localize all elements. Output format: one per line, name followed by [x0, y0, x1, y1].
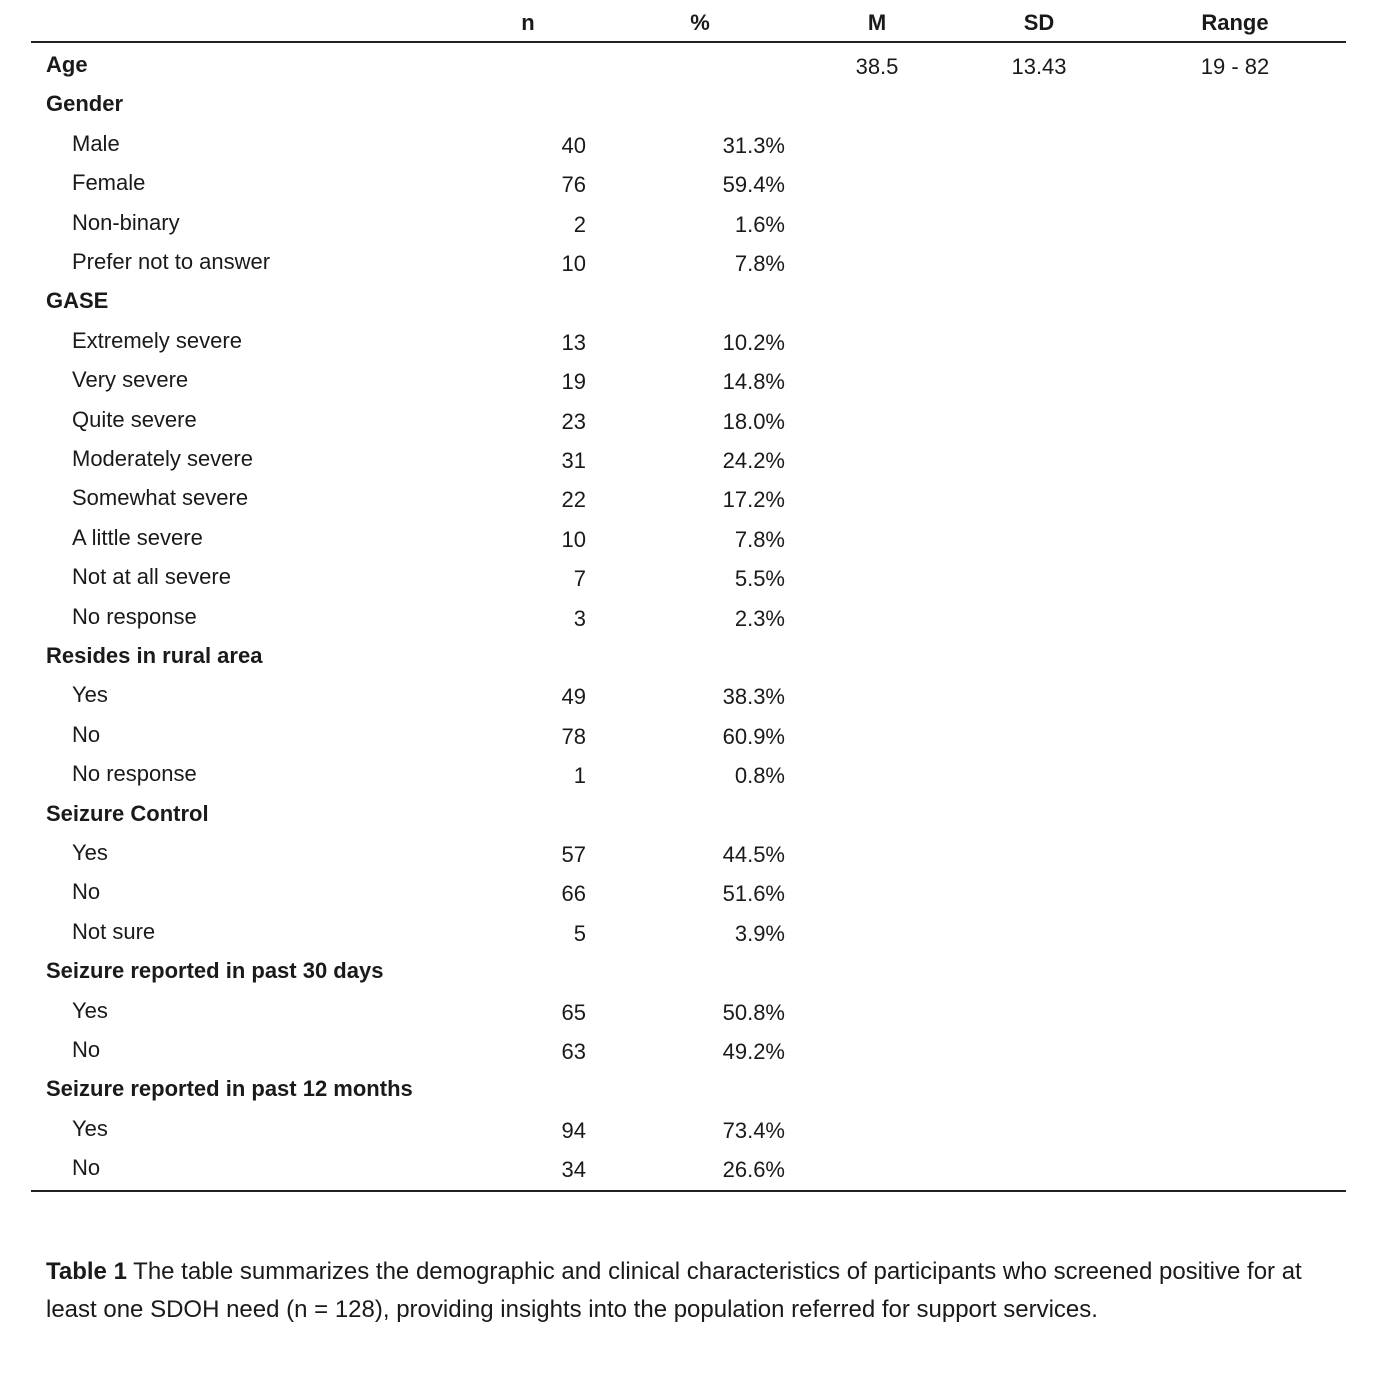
percent: 14.8% — [722, 369, 785, 395]
row-label: Yes — [72, 997, 108, 1023]
row-label: Quite severe — [72, 406, 197, 432]
percent: 26.6% — [722, 1157, 785, 1183]
row-label: Yes — [72, 1115, 108, 1141]
count: 23 — [561, 408, 586, 434]
count: 10 — [561, 526, 586, 552]
caption-text: The table summarizes the demographic and… — [46, 1258, 1302, 1323]
column-header: n — [521, 10, 535, 35]
count: 40 — [561, 132, 586, 158]
section-label: Seizure Control — [46, 800, 209, 826]
count: 2 — [573, 211, 586, 237]
percent: 17.2% — [722, 487, 785, 513]
count: 1 — [573, 763, 586, 789]
count: 76 — [561, 172, 586, 198]
percent: 18.0% — [722, 408, 785, 434]
row-label: No — [72, 721, 101, 747]
row-label: No — [72, 879, 101, 905]
row-label: A little severe — [72, 524, 203, 550]
section-label: Gender — [46, 91, 124, 117]
row-label: Very severe — [72, 367, 189, 393]
row-label: Yes — [72, 682, 108, 708]
percent: 1.6% — [734, 211, 785, 237]
row-label: Yes — [72, 840, 108, 865]
percent: 5.5% — [734, 566, 785, 592]
count: 10 — [561, 251, 586, 276]
count: 13 — [561, 329, 586, 355]
percent: 59.4% — [722, 172, 785, 198]
row-label: Extremely severe — [72, 327, 242, 353]
count: 57 — [561, 842, 586, 867]
percent: 2.3% — [734, 605, 785, 631]
row-label: No response — [72, 761, 197, 787]
mean: 38.5 — [855, 54, 899, 79]
percent: 50.8% — [722, 999, 785, 1025]
row-label: No response — [72, 603, 197, 629]
section-label: Resides in rural area — [46, 643, 263, 668]
percent: 51.6% — [722, 881, 785, 907]
count: 3 — [573, 605, 586, 631]
count: 34 — [561, 1157, 586, 1183]
percent: 31.3% — [722, 132, 785, 158]
count: 63 — [561, 1039, 586, 1064]
row-label: No — [72, 1155, 101, 1181]
count: 66 — [561, 881, 586, 907]
row-label: Female — [72, 170, 146, 196]
row-label: Male — [72, 130, 120, 156]
percent: 3.9% — [734, 920, 785, 946]
count: 22 — [561, 487, 586, 513]
percent: 73.4% — [722, 1117, 785, 1143]
row-label: Not at all severe — [72, 564, 231, 590]
row-label: Somewhat severe — [72, 485, 249, 511]
count: 5 — [573, 920, 586, 946]
percent: 10.2% — [722, 329, 785, 355]
column-header: SD — [1023, 10, 1055, 35]
section-label: Seizure reported in past 30 days — [46, 958, 384, 984]
top-rule — [31, 41, 1346, 43]
percent: 60.9% — [722, 723, 785, 749]
count: 31 — [561, 448, 586, 473]
percent: 24.2% — [722, 448, 785, 473]
row-label: Not sure — [72, 918, 156, 944]
caption-label: Table 1 — [46, 1258, 127, 1285]
range: 19 - 82 — [1200, 54, 1270, 79]
caption: Table 1 The table summarizes the demogra… — [46, 1253, 1306, 1329]
percent: 38.3% — [722, 684, 785, 710]
percent: 49.2% — [722, 1039, 785, 1064]
column-header: M — [867, 10, 887, 35]
column-header: % — [690, 10, 710, 35]
section-label: Age — [46, 52, 88, 77]
count: 78 — [561, 723, 586, 749]
percent: 7.8% — [734, 251, 785, 276]
column-header: Range — [1201, 10, 1269, 35]
count: 7 — [573, 566, 586, 592]
bottom-rule — [31, 1190, 1346, 1192]
count: 65 — [561, 999, 586, 1025]
section-label: Seizure reported in past 12 months — [46, 1076, 413, 1102]
percent: 7.8% — [734, 526, 785, 552]
row-label: Moderately severe — [72, 446, 253, 471]
count: 49 — [561, 684, 586, 710]
row-label: No — [72, 1037, 101, 1062]
percent: 0.8% — [734, 763, 785, 789]
percent: 44.5% — [722, 842, 785, 867]
row-label: Prefer not to answer — [72, 249, 271, 274]
sd: 13.43 — [1011, 54, 1067, 79]
row-label: Non-binary — [72, 209, 180, 235]
section-label: GASE — [46, 288, 109, 314]
count: 19 — [561, 369, 586, 395]
count: 94 — [561, 1117, 586, 1143]
